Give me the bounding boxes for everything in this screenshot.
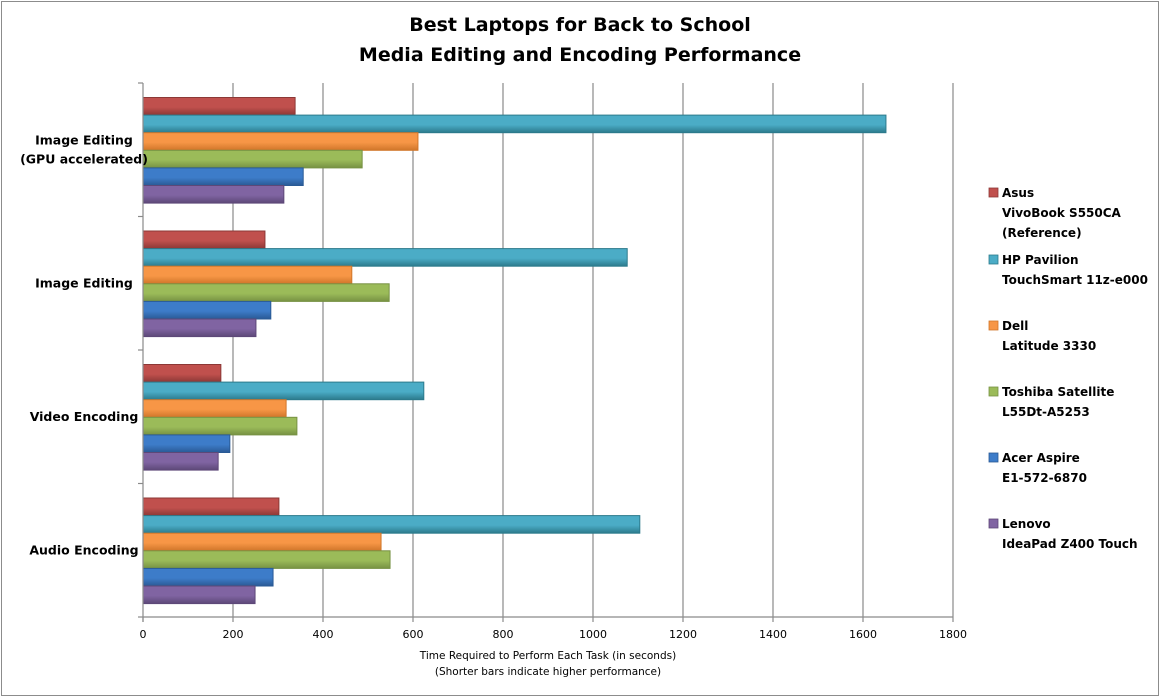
bar: [142, 416, 298, 436]
bar: [142, 381, 425, 401]
x-tick-label: 1000: [579, 628, 607, 641]
x-tick-label: 1200: [669, 628, 697, 641]
legend-label: E1-572-6870: [1002, 471, 1087, 485]
legend-item: HP Pavilion TouchSmart 11z-e000: [988, 253, 1148, 287]
bar: [142, 132, 419, 151]
legend-label: Acer Aspire: [1002, 451, 1080, 465]
bars: [142, 97, 887, 605]
x-tick-label: 200: [223, 628, 244, 641]
x-tick-label: 1800: [939, 628, 967, 641]
legend-swatch: [988, 386, 999, 397]
legend-item: Toshiba Satellite L55Dt-A5253: [988, 385, 1114, 419]
legend-item: Asus VivoBook S550CA (Reference): [988, 186, 1122, 240]
bar: [142, 585, 256, 605]
legend-item: Dell Latitude 3330: [988, 319, 1096, 353]
x-axis-label-line-2: (Shorter bars indicate higher performanc…: [435, 666, 661, 678]
x-tick-label: 400: [313, 628, 334, 641]
legend-label: TouchSmart 11z-e000: [1002, 273, 1148, 287]
bar: [142, 497, 280, 517]
bar: [142, 364, 222, 383]
bar: [142, 434, 231, 453]
bar: [142, 283, 390, 302]
legend-label: Latitude 3330: [1002, 339, 1096, 353]
legend-item: Acer Aspire E1-572-6870: [988, 451, 1087, 485]
bar: [142, 265, 353, 285]
bar: [142, 515, 641, 534]
x-tick-labels: 0 200 400 600 800 1000 1200 1400 1600 1800: [140, 628, 968, 641]
x-axis-label-line-1: Time Required to Perform Each Task (in s…: [419, 650, 676, 662]
bar: [142, 532, 382, 552]
x-tick-label: 800: [493, 628, 514, 641]
bar: [142, 399, 287, 418]
legend-swatch: [988, 518, 999, 529]
x-axis-label: Time Required to Perform Each Task (in s…: [419, 650, 676, 678]
category-label: Video Encoding: [30, 409, 139, 424]
category-labels: Image Editing (GPU accelerated) Image Edit…: [20, 132, 148, 557]
bar: [142, 167, 304, 186]
category-label: Audio Encoding: [29, 542, 138, 557]
legend-swatch: [988, 320, 999, 331]
bar: [142, 452, 219, 471]
legend-label: Lenovo: [1002, 517, 1051, 531]
bar: [142, 318, 257, 338]
axes: [138, 82, 954, 622]
x-tick-label: 0: [140, 628, 147, 641]
bar: [142, 230, 266, 250]
legend-swatch: [988, 187, 999, 198]
legend-label: VivoBook S550CA: [1002, 206, 1122, 220]
x-tick-label: 1400: [759, 628, 787, 641]
chart-title-line-1: Best Laptops for Back to School: [409, 14, 751, 36]
legend-label: HP Pavilion: [1002, 253, 1079, 267]
x-tick-label: 1600: [849, 628, 877, 641]
chart-title: Best Laptops for Back to School Media Ed…: [359, 14, 801, 66]
bar: [142, 567, 274, 587]
category-label: Image Editing: [35, 132, 133, 147]
legend-item: Lenovo IdeaPad Z400 Touch: [988, 517, 1138, 551]
legend-label: Toshiba Satellite: [1002, 385, 1114, 399]
legend-swatch: [988, 452, 999, 463]
bar: [142, 185, 285, 204]
category-label: Image Editing: [35, 275, 133, 290]
bar: [142, 149, 363, 169]
bar: [142, 300, 272, 320]
legend-label: Dell: [1002, 319, 1028, 333]
chart-title-line-2: Media Editing and Encoding Performance: [359, 44, 801, 66]
legend-label: Asus: [1002, 186, 1034, 200]
bar: [142, 550, 391, 569]
legend-label: IdeaPad Z400 Touch: [1002, 537, 1138, 551]
bar: [142, 248, 628, 267]
bar: [142, 97, 296, 116]
legend-swatch: [988, 254, 999, 265]
x-tick-label: 600: [403, 628, 424, 641]
legend-label: (Reference): [1002, 226, 1082, 240]
legend: Asus VivoBook S550CA (Reference) HP Pavilio…: [988, 186, 1148, 551]
bar: [142, 114, 887, 134]
legend-label: L55Dt-A5253: [1002, 405, 1090, 419]
category-label: (GPU accelerated): [20, 151, 148, 166]
